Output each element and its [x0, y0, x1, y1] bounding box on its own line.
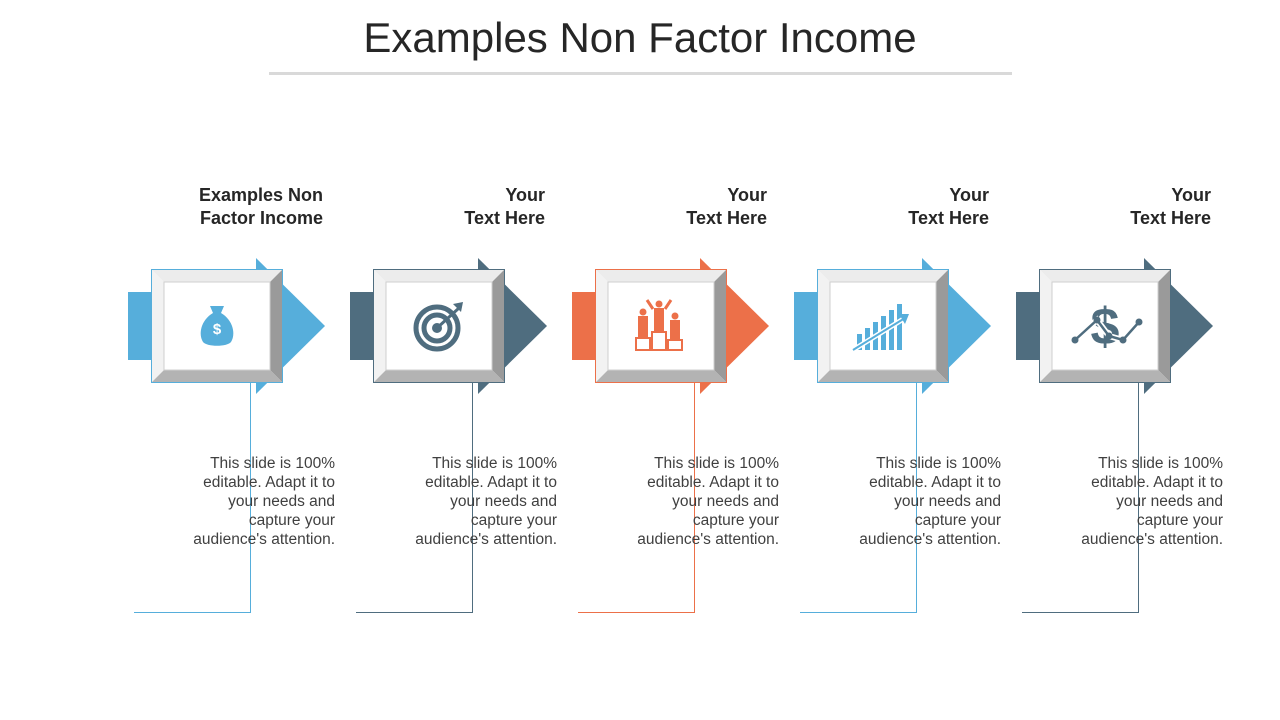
step-description-line: This slide is 100% — [876, 455, 1001, 472]
step-description-line: capture your — [1136, 512, 1223, 529]
dollar-trend-icon: $ — [1071, 298, 1143, 356]
step-heading-line1: Your — [505, 185, 545, 205]
step-description: This slide is 100% editable. Adapt it to y… — [609, 454, 779, 549]
money-bag-icon: $ — [200, 306, 234, 346]
step-heading-line1: Examples Non — [198, 185, 323, 205]
slide-title: Examples Non Factor Income — [363, 14, 917, 61]
step-arrow-frame — [572, 256, 794, 396]
step-description-line: This slide is 100% — [210, 455, 335, 472]
step-description-line: editable. Adapt it to — [1091, 474, 1223, 491]
step-heading-line2: Text Here — [1130, 208, 1211, 228]
step-description-line: your needs and — [450, 493, 557, 510]
step-description-line: your needs and — [672, 493, 779, 510]
step-description-line: capture your — [692, 512, 779, 529]
step-2: Your Text Here This slide is 100% editable… — [350, 0, 572, 720]
step-arrow-frame: $ — [1016, 256, 1238, 396]
connector-vertical-line — [916, 383, 917, 613]
step-heading: Examples Non Factor Income — [143, 184, 323, 230]
step-description-line: audience's attention. — [415, 531, 557, 548]
connector-horizontal-line — [134, 612, 250, 613]
step-description-line: your needs and — [1116, 493, 1223, 510]
target-icon — [413, 302, 463, 352]
step-description: This slide is 100% editable. Adapt it to y… — [387, 454, 557, 549]
title-underline — [269, 72, 1012, 75]
step-description-line: This slide is 100% — [1098, 455, 1223, 472]
svg-text:$: $ — [213, 321, 222, 338]
connector-horizontal-line — [356, 612, 472, 613]
step-description-line: editable. Adapt it to — [425, 474, 557, 491]
step-heading-line1: Your — [727, 185, 767, 205]
step-description-line: capture your — [470, 512, 557, 529]
step-description: This slide is 100% editable. Adapt it to y… — [831, 454, 1001, 549]
step-description-line: your needs and — [894, 493, 1001, 510]
step-heading-line2: Factor Income — [199, 208, 323, 228]
connector-vertical-line — [694, 383, 695, 613]
step-heading-line2: Text Here — [686, 208, 767, 228]
step-heading-line1: Your — [949, 185, 989, 205]
step-1: Examples Non Factor Income $ This slide i… — [128, 0, 350, 720]
step-description-line: This slide is 100% — [432, 455, 557, 472]
step-description-line: your needs and — [228, 493, 335, 510]
step-heading-line1: Your — [1171, 185, 1211, 205]
step-description-line: audience's attention. — [637, 531, 779, 548]
step-heading-line2: Text Here — [464, 208, 545, 228]
step-heading-line2: Text Here — [908, 208, 989, 228]
step-heading: Your Text Here — [365, 184, 545, 230]
step-arrow-frame — [794, 256, 1016, 396]
step-4: Your Text Here This slide is 100% editable… — [794, 0, 1016, 720]
connector-horizontal-line — [1022, 612, 1138, 613]
step-description-line: audience's attention. — [193, 531, 335, 548]
step-description-line: capture your — [248, 512, 335, 529]
step-description: This slide is 100% editable. Adapt it to y… — [165, 454, 335, 549]
step-description-line: capture your — [914, 512, 1001, 529]
step-heading: Your Text Here — [587, 184, 767, 230]
growth-chart-icon — [851, 304, 909, 353]
step-description-line: editable. Adapt it to — [203, 474, 335, 491]
step-5: Your Text Here $ This slide is 100% editab… — [1016, 0, 1238, 720]
connector-vertical-line — [250, 383, 251, 613]
step-heading: Your Text Here — [809, 184, 989, 230]
step-heading: Your Text Here — [1031, 184, 1211, 230]
step-description: This slide is 100% editable. Adapt it to y… — [1053, 454, 1223, 549]
step-description-line: This slide is 100% — [654, 455, 779, 472]
team-podium-icon — [635, 299, 683, 351]
connector-vertical-line — [1138, 383, 1139, 613]
step-3: Your Text Here This slide is 100% editable… — [572, 0, 794, 720]
step-description-line: editable. Adapt it to — [647, 474, 779, 491]
connector-vertical-line — [472, 383, 473, 613]
step-arrow-frame: $ — [128, 256, 350, 396]
connector-horizontal-line — [578, 612, 694, 613]
step-description-line: editable. Adapt it to — [869, 474, 1001, 491]
connector-horizontal-line — [800, 612, 916, 613]
step-description-line: audience's attention. — [859, 531, 1001, 548]
step-description-line: audience's attention. — [1081, 531, 1223, 548]
step-arrow-frame — [350, 256, 572, 396]
